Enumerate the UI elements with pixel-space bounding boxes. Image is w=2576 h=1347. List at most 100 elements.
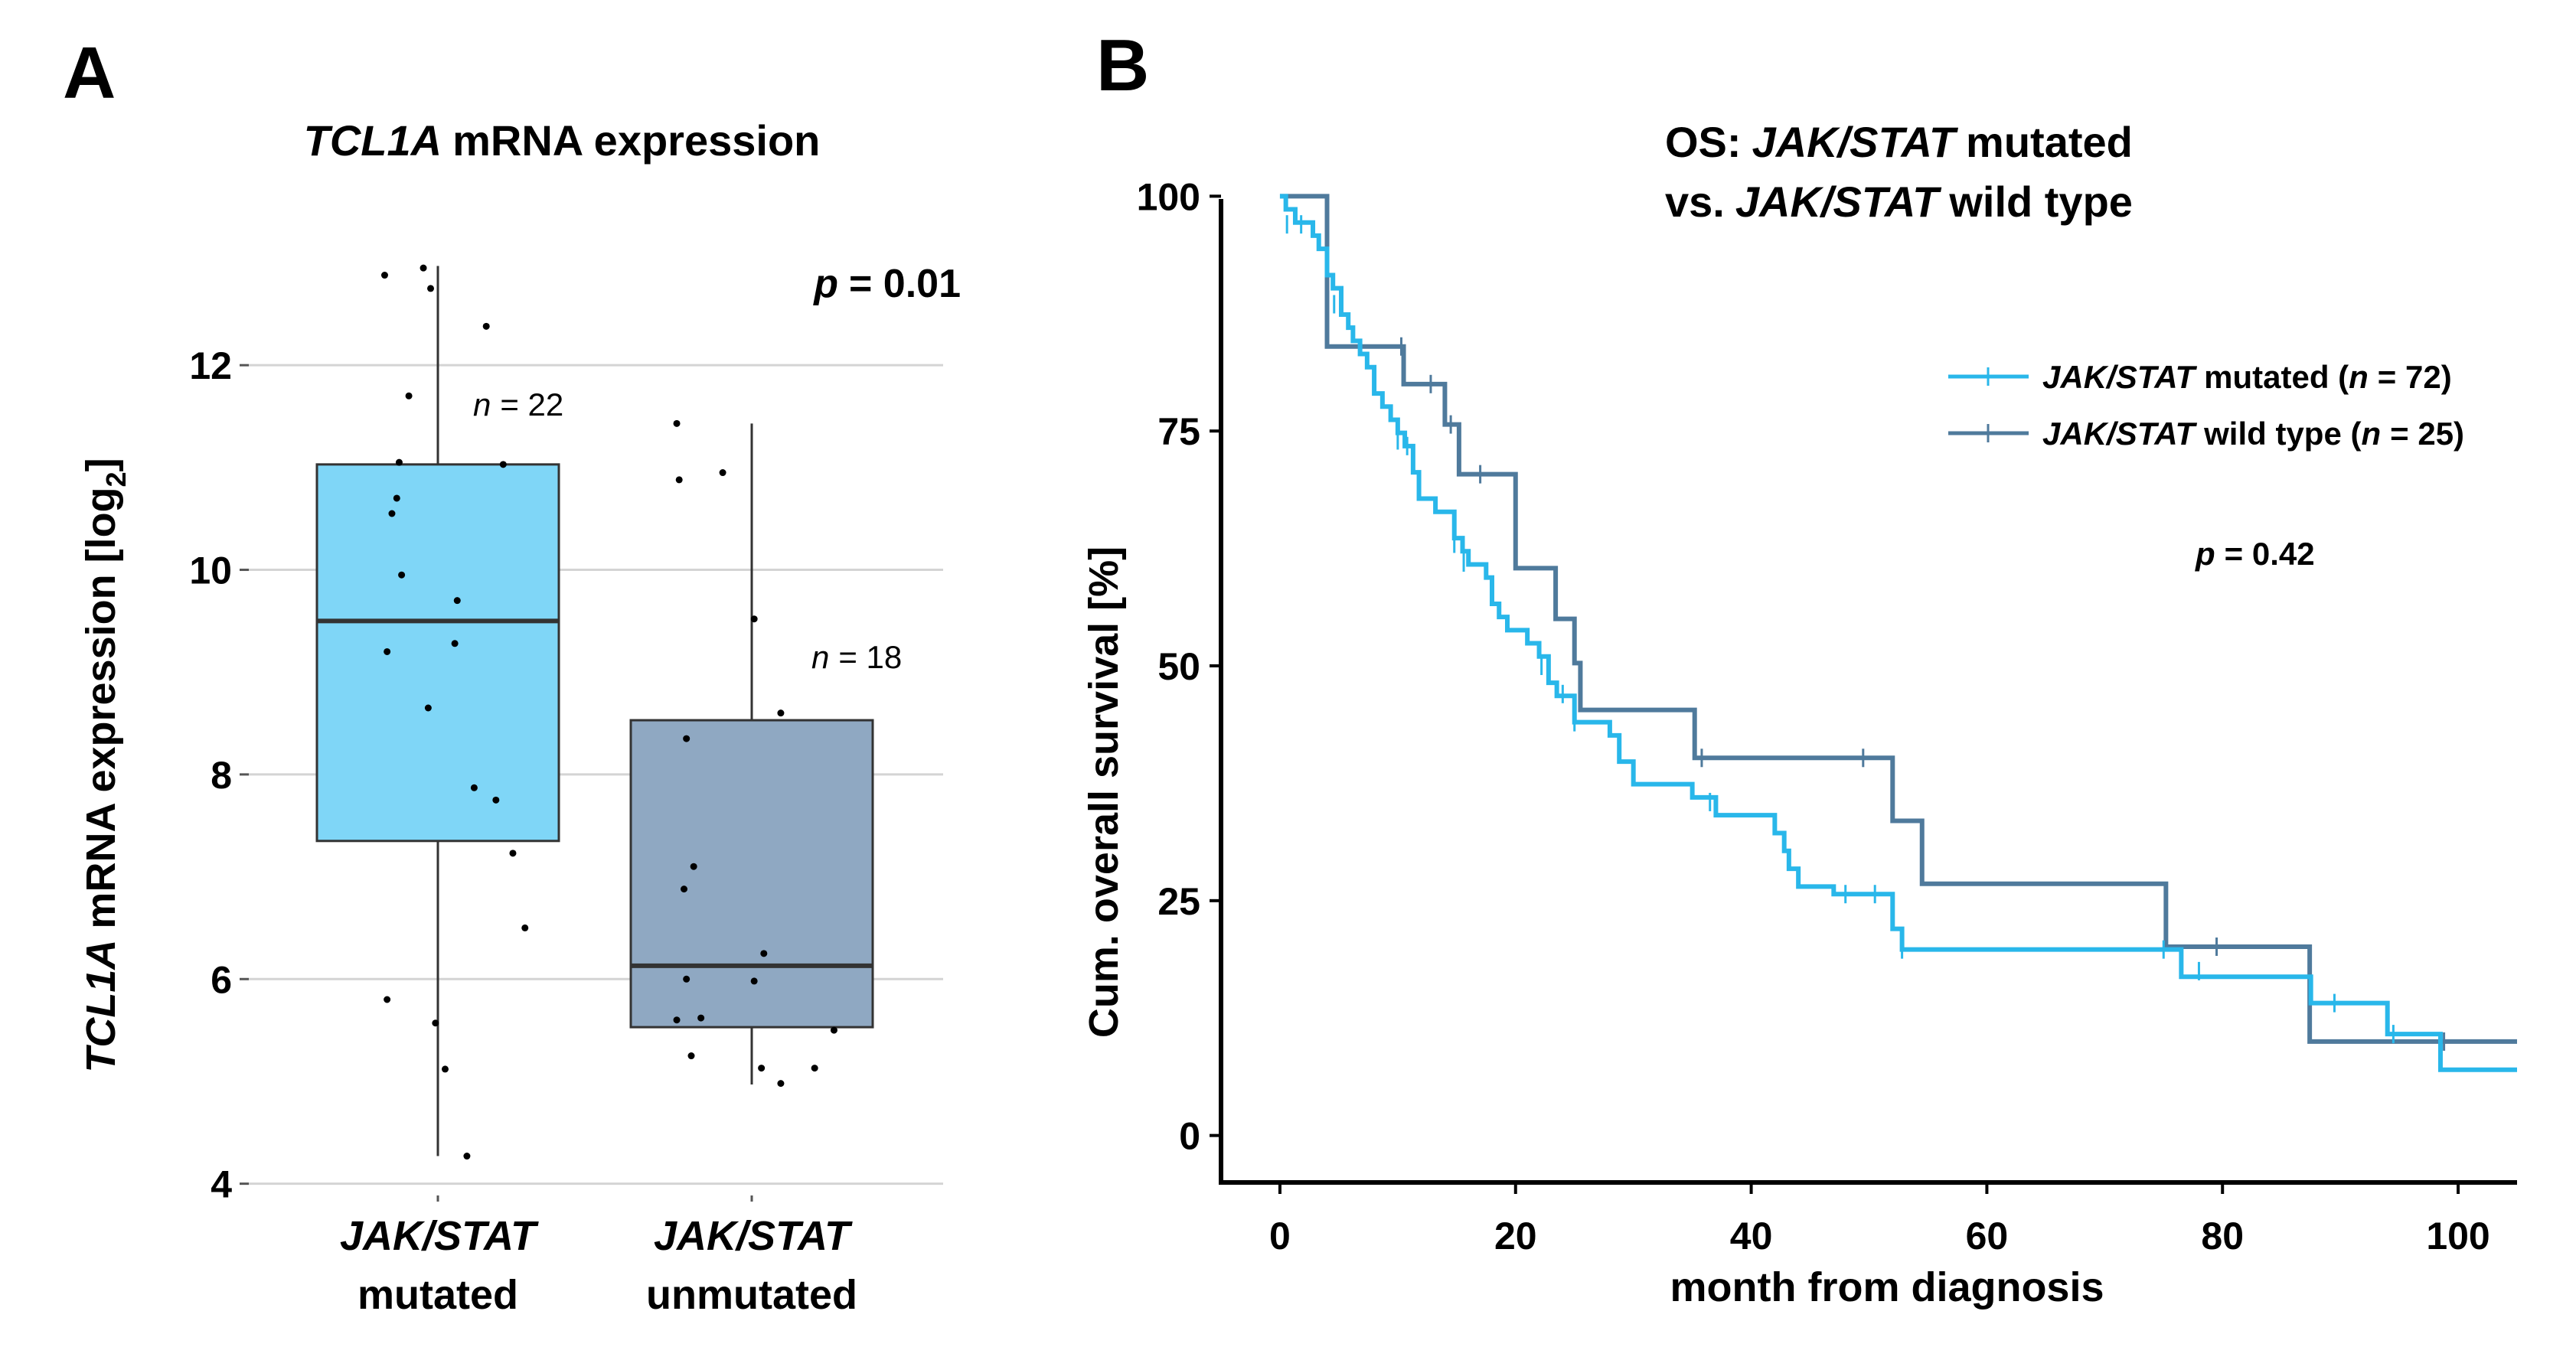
boxplot-x-label-mutated-line1: JAK/STAT	[340, 1213, 539, 1259]
boxplot-y-tick-label: 8	[211, 754, 232, 797]
boxplot-y-tick-label: 10	[189, 550, 232, 592]
boxplot-title-rest: mRNA expression	[452, 116, 820, 165]
box-unmutated	[629, 719, 874, 1029]
boxplot-x-label-mutated-line2: mutated	[358, 1272, 518, 1318]
boxplot-y-tick-label: 4	[211, 1163, 232, 1206]
data-point-mutated	[388, 510, 396, 517]
data-point-mutated	[393, 494, 400, 502]
boxplot-x-label-unmutated-line2: unmutated	[646, 1272, 857, 1318]
km-title-line1: OS: JAK/STAT mutated	[1665, 118, 2133, 166]
data-point-mutated	[470, 784, 478, 791]
legend-mutated-rest: mutated (	[2204, 359, 2349, 395]
data-point-unmutated	[683, 735, 691, 742]
boxplot-title: TCL1A mRNA expression	[304, 116, 821, 165]
data-point-unmutated	[811, 1065, 818, 1072]
km-title-line1-prefix: OS:	[1665, 118, 1742, 166]
boxplot-n-unmutated-prefix: n	[811, 639, 829, 675]
legend-wild-gene: JAK/STAT	[2042, 416, 2197, 452]
data-point-unmutated	[719, 469, 726, 477]
data-point-mutated	[463, 1153, 471, 1160]
km-curve-wild	[1279, 194, 2517, 1044]
boxplot-x-label-unmutated-line1: JAK/STAT	[654, 1213, 853, 1259]
boxplot-n-unmutated: n = 18	[811, 639, 902, 675]
data-point-unmutated	[675, 476, 683, 484]
legend-mutated-n-rest: = 72)	[2378, 359, 2452, 395]
data-point-unmutated	[690, 863, 697, 870]
boxplot-ylabel-sub: 2	[100, 471, 132, 487]
km-y-tick-label: 50	[1157, 645, 1200, 688]
km-x-tick-label: 100	[2426, 1215, 2489, 1257]
data-point-unmutated	[777, 1080, 785, 1088]
km-x-tick-label: 20	[1494, 1215, 1537, 1257]
boxplot-p-rest: = 0.01	[849, 262, 961, 306]
boxplot-y-ticks: 4 6 8 10 12	[189, 344, 249, 1206]
km-x-tick-label: 40	[1730, 1215, 1773, 1257]
legend-mutated-n-prefix: n	[2349, 359, 2369, 395]
data-point-mutated	[424, 704, 432, 712]
km-y-tick-label: 25	[1157, 880, 1200, 923]
km-curve-mutated	[1279, 194, 2517, 1072]
legend-wild-n-prefix: n	[2361, 416, 2381, 452]
data-point-mutated	[420, 264, 427, 272]
boxplot-n-mutated-rest: = 22	[500, 386, 563, 422]
data-point-unmutated	[683, 975, 691, 983]
boxplot-ylabel-end: ]	[78, 458, 124, 471]
km-y-axis-label: Cum. overall survival [%]	[1081, 546, 1127, 1038]
panel-b-letter: B	[1096, 24, 1149, 106]
km-y-tick-label: 100	[1137, 175, 1200, 218]
legend-wild-n-rest: = 25)	[2390, 416, 2464, 452]
data-point-mutated	[441, 1065, 449, 1073]
data-point-mutated	[427, 285, 435, 292]
km-title-line1-rest: mutated	[1966, 118, 2133, 166]
km-x-axis-label: month from diagnosis	[1670, 1264, 2104, 1310]
km-x-tick-label: 80	[2201, 1215, 2244, 1257]
legend-wild-rest: wild type (	[2203, 416, 2361, 452]
km-x-tick-label: 60	[1966, 1215, 2009, 1257]
data-point-mutated	[405, 392, 413, 400]
data-point-unmutated	[777, 709, 785, 717]
boxplot-boxes	[315, 266, 874, 1202]
boxplot-y-tick-label: 6	[211, 958, 232, 1001]
data-point-mutated	[482, 322, 490, 330]
km-p-prefix: p	[2195, 536, 2215, 572]
data-point-mutated	[380, 272, 388, 279]
boxplot-points	[380, 264, 837, 1160]
km-p-rest: = 0.42	[2225, 536, 2315, 572]
km-y-tick-label: 75	[1157, 410, 1200, 453]
data-point-mutated	[384, 996, 391, 1003]
data-point-unmutated	[760, 950, 768, 957]
data-point-unmutated	[673, 419, 681, 427]
km-y-tick-label: 0	[1179, 1115, 1200, 1158]
km-title-line1-gene: JAK/STAT	[1752, 118, 1959, 166]
data-point-mutated	[395, 458, 403, 466]
data-point-unmutated	[673, 1016, 681, 1024]
boxplot-p-value: p = 0.01	[812, 262, 961, 306]
data-point-unmutated	[830, 1026, 837, 1034]
boxplot-n-mutated: n = 22	[473, 386, 563, 422]
data-point-mutated	[453, 597, 461, 605]
legend-label-mutated: JAK/STAT mutated (n = 72)	[2042, 359, 2452, 395]
boxplot-p-prefix: p	[812, 262, 838, 306]
data-point-unmutated	[681, 885, 688, 893]
boxplot-y-tick-label: 12	[189, 344, 232, 387]
data-point-mutated	[509, 850, 517, 857]
data-point-mutated	[521, 924, 529, 931]
data-point-unmutated	[750, 615, 758, 623]
data-point-unmutated	[697, 1014, 705, 1022]
km-axes: 0 25 50 75 100 0 20 40 60 80 100	[1137, 175, 2517, 1257]
boxplot-title-gene: TCL1A	[304, 116, 442, 165]
data-point-unmutated	[687, 1052, 695, 1060]
data-point-mutated	[492, 796, 500, 804]
data-point-mutated	[432, 1019, 439, 1027]
legend-label-wild: JAK/STAT wild type (n = 25)	[2042, 416, 2464, 452]
km-curves	[1279, 194, 2517, 1072]
km-legend: JAK/STAT mutated (n = 72) JAK/STAT wild typ…	[1948, 359, 2464, 452]
km-title-line2: vs. JAK/STAT wild type	[1665, 178, 2133, 226]
boxplot-y-axis-label: TCL1A mRNA expression [log2]	[78, 458, 132, 1072]
data-point-mutated	[451, 640, 459, 647]
km-title-line2-prefix: vs.	[1665, 178, 1725, 226]
boxplot-ylabel-gene: TCL1A	[78, 940, 124, 1073]
panel-a-boxplot: A TCL1A mRNA expression TCL1AmRNA express…	[63, 32, 961, 1318]
legend-mutated-gene: JAK/STAT	[2042, 359, 2197, 395]
